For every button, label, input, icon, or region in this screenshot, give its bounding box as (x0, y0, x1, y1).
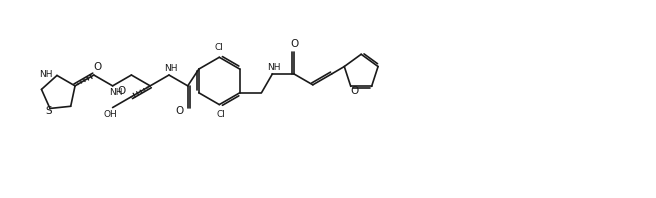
Text: S: S (46, 106, 52, 116)
Text: Cl: Cl (217, 110, 226, 119)
Text: NH: NH (39, 70, 53, 79)
Text: Cl: Cl (215, 43, 224, 52)
Text: OH: OH (104, 110, 117, 119)
Text: O: O (350, 86, 359, 96)
Text: O: O (176, 106, 184, 115)
Text: NH: NH (164, 64, 178, 73)
Text: O: O (117, 86, 126, 96)
Text: NH: NH (109, 88, 122, 97)
Text: O: O (290, 39, 298, 50)
Text: O: O (94, 62, 102, 72)
Text: NH: NH (268, 63, 281, 72)
